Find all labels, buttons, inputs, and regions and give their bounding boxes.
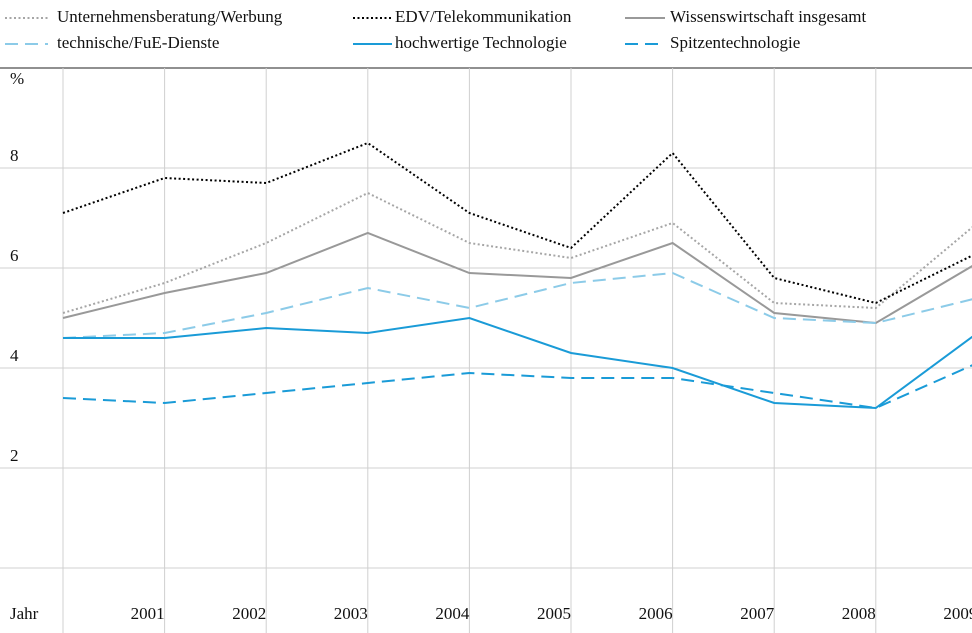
legend-label: hochwertige Technologie xyxy=(395,33,567,52)
legend-label: Wissenswirtschaft insgesamt xyxy=(670,7,866,26)
legend-label: technische/FuE-Dienste xyxy=(57,33,219,52)
series-line xyxy=(62,191,972,314)
x-tick-label: 2004 xyxy=(435,604,470,623)
x-tick-label: 2005 xyxy=(537,604,571,623)
legend-label: Spitzentechnologie xyxy=(670,33,800,52)
x-tick-label: 2009 xyxy=(943,604,972,623)
x-tick-label: 2007 xyxy=(740,604,775,623)
y-axis-label: % xyxy=(10,69,24,88)
legend-label: Unternehmensberatung/Werbung xyxy=(57,7,283,26)
series-line xyxy=(62,364,972,410)
x-tick-label: 2003 xyxy=(334,604,368,623)
legend-label: EDV/Telekommunikation xyxy=(395,7,572,26)
series-line xyxy=(62,141,972,305)
x-axis-label: Jahr xyxy=(10,604,39,623)
series-line xyxy=(63,316,972,410)
y-tick-label: 8 xyxy=(10,146,19,165)
x-tick-label: 2002 xyxy=(232,604,266,623)
y-tick-label: 2 xyxy=(10,446,19,465)
x-tick-label: 2001 xyxy=(131,604,165,623)
series-line xyxy=(62,231,972,325)
series-line xyxy=(62,271,972,339)
y-tick-label: 4 xyxy=(10,346,19,365)
x-tick-label: 2008 xyxy=(842,604,876,623)
y-tick-label: 6 xyxy=(10,246,19,265)
x-tick-label: 2006 xyxy=(639,604,673,623)
